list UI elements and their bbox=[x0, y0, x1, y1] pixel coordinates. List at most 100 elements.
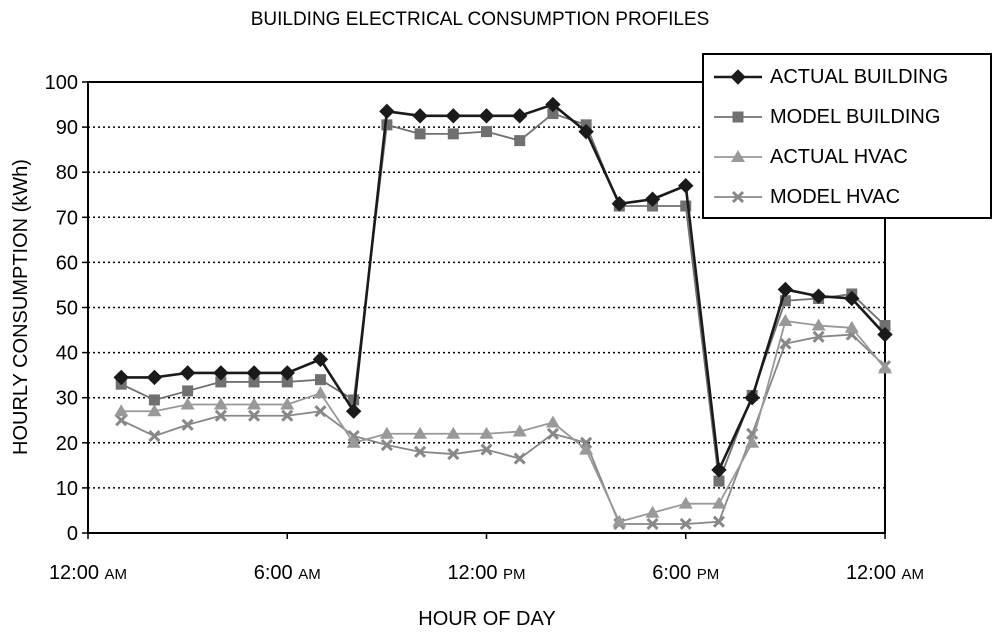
legend-label-actual-building: ACTUAL BUILDING bbox=[770, 66, 949, 88]
data-point-actual-hvac-19 bbox=[711, 496, 726, 509]
data-point-actual-hvac-12 bbox=[479, 426, 494, 439]
y-tick-label-90: 90 bbox=[56, 117, 78, 139]
x-axis-label: HOUR OF DAY bbox=[418, 608, 555, 630]
data-point-actual-hvac-11 bbox=[446, 426, 461, 439]
data-point-actual-building-8 bbox=[345, 403, 362, 419]
data-point-actual-hvac-1 bbox=[114, 404, 129, 417]
series-actual-building bbox=[113, 96, 893, 478]
data-point-actual-building-24 bbox=[877, 326, 893, 343]
y-tick-label-30: 30 bbox=[56, 388, 78, 410]
data-point-model-hvac-22 bbox=[812, 330, 825, 343]
data-point-actual-hvac-16 bbox=[612, 514, 627, 527]
data-point-model-hvac-1 bbox=[115, 414, 128, 427]
data-point-model-hvac-14 bbox=[546, 427, 559, 440]
y-tick-label-20: 20 bbox=[56, 433, 78, 455]
data-point-actual-building-14 bbox=[545, 96, 561, 113]
data-point-model-hvac-18 bbox=[679, 517, 692, 531]
data-point-actual-building-1 bbox=[113, 369, 129, 386]
data-point-model-hvac-19 bbox=[712, 515, 726, 528]
chart-title: BUILDING ELECTRICAL CONSUMPTION PROFILES bbox=[251, 9, 710, 30]
legend-item-actual-building: ACTUAL BUILDING bbox=[704, 57, 994, 97]
data-point-model-hvac-7 bbox=[314, 405, 327, 418]
data-point-model-hvac-13 bbox=[513, 452, 526, 465]
y-tick-label-100: 100 bbox=[45, 72, 78, 94]
data-point-actual-hvac-21 bbox=[778, 314, 793, 327]
data-point-model-hvac-10 bbox=[414, 445, 427, 458]
data-point-actual-building-6 bbox=[279, 365, 295, 381]
data-point-actual-building-18 bbox=[678, 178, 694, 194]
legend-marker-model-building bbox=[732, 111, 744, 123]
data-point-model-hvac-3 bbox=[181, 418, 194, 431]
data-point-model-hvac-9 bbox=[380, 438, 393, 452]
data-point-model-building-3 bbox=[182, 385, 194, 397]
y-axis-label: HOURLY CONSUMPTION (kWh) bbox=[10, 159, 32, 455]
data-point-actual-building-4 bbox=[213, 365, 229, 381]
data-point-model-building-11 bbox=[447, 128, 459, 140]
data-point-model-hvac-6 bbox=[281, 409, 294, 422]
legend-item-actual-hvac: ACTUAL HVAC bbox=[704, 137, 994, 177]
legend-item-model-building: MODEL BUILDING bbox=[704, 97, 994, 137]
data-point-actual-building-5 bbox=[246, 365, 262, 381]
x-tick-label-4: 12:00 AM bbox=[846, 562, 924, 584]
y-tick-label-60: 60 bbox=[56, 252, 78, 274]
x-tick-label-2: 12:00 PM bbox=[447, 562, 525, 584]
data-point-model-hvac-2 bbox=[148, 429, 161, 443]
data-point-actual-hvac-20 bbox=[745, 435, 760, 448]
x-axis-ticks: 12:00 AM 6:00 AM 12:00 PM 6:00 PM 12:00 AM bbox=[49, 533, 924, 584]
data-point-model-hvac-17 bbox=[646, 517, 659, 531]
data-point-actual-building-22 bbox=[810, 288, 827, 304]
data-point-model-building-21 bbox=[779, 295, 791, 307]
legend-label-model-hvac: MODEL HVAC bbox=[770, 186, 901, 208]
y-tick-label-0: 0 bbox=[67, 523, 78, 545]
legend-marker-actual-building bbox=[730, 69, 746, 85]
y-axis-ticks: 0 10 20 30 40 50 60 70 80 90 100 bbox=[45, 72, 88, 545]
data-point-model-hvac-5 bbox=[247, 409, 261, 422]
data-point-actual-hvac-9 bbox=[379, 426, 394, 439]
data-point-actual-hvac-7 bbox=[313, 386, 328, 399]
data-point-actual-building-20 bbox=[744, 389, 760, 406]
legend: ACTUAL BUILDING MODEL BUILDING ACTUAL HV… bbox=[702, 53, 992, 219]
data-point-actual-building-19 bbox=[711, 462, 727, 478]
data-point-model-building-6 bbox=[281, 376, 293, 388]
data-point-actual-building-9 bbox=[379, 103, 395, 120]
data-point-actual-building-21 bbox=[777, 281, 794, 298]
data-point-model-building-9 bbox=[381, 119, 393, 131]
x-tick-label-1: 6:00 AM bbox=[254, 562, 321, 584]
data-point-model-building-18 bbox=[680, 200, 692, 212]
series-actual-hvac bbox=[114, 314, 892, 527]
data-point-actual-hvac-3 bbox=[180, 397, 195, 410]
data-point-model-building-4 bbox=[215, 376, 227, 388]
y-tick-label-40: 40 bbox=[56, 343, 78, 365]
data-point-actual-hvac-15 bbox=[579, 442, 594, 455]
data-point-actual-building-2 bbox=[146, 369, 163, 386]
data-point-actual-building-10 bbox=[412, 108, 428, 124]
data-point-actual-hvac-8 bbox=[346, 435, 361, 448]
data-point-actual-hvac-22 bbox=[811, 318, 826, 331]
legend-swatch-actual-building bbox=[714, 69, 762, 85]
data-point-actual-building-15 bbox=[578, 123, 594, 140]
data-point-actual-building-16 bbox=[611, 196, 628, 212]
legend-swatch-actual-hvac bbox=[714, 150, 762, 162]
data-point-model-building-12 bbox=[481, 126, 492, 138]
data-point-model-hvac-21 bbox=[779, 337, 792, 350]
data-point-model-building-14 bbox=[547, 108, 559, 120]
data-point-actual-hvac-14 bbox=[545, 415, 560, 428]
x-tick-label-3: 6:00 PM bbox=[652, 562, 719, 584]
legend-marker-model-hvac bbox=[731, 190, 745, 204]
legend-item-model-hvac: MODEL HVAC bbox=[704, 177, 994, 217]
data-point-actual-hvac-24 bbox=[878, 361, 892, 374]
data-point-actual-hvac-10 bbox=[413, 426, 428, 439]
data-point-actual-hvac-4 bbox=[213, 397, 228, 410]
y-tick-label-50: 50 bbox=[56, 298, 78, 320]
data-point-actual-building-12 bbox=[478, 108, 495, 124]
data-point-model-building-24 bbox=[879, 320, 891, 332]
data-point-actual-hvac-23 bbox=[844, 320, 859, 333]
x-tick-label-0: 12:00 AM bbox=[49, 562, 127, 584]
series-model-hvac bbox=[115, 328, 892, 531]
data-point-actual-building-11 bbox=[445, 108, 461, 124]
data-point-actual-building-13 bbox=[512, 108, 528, 124]
legend-swatch-model-hvac bbox=[714, 190, 762, 204]
series-lines bbox=[113, 96, 893, 531]
legend-label-model-building: MODEL BUILDING bbox=[770, 106, 941, 128]
